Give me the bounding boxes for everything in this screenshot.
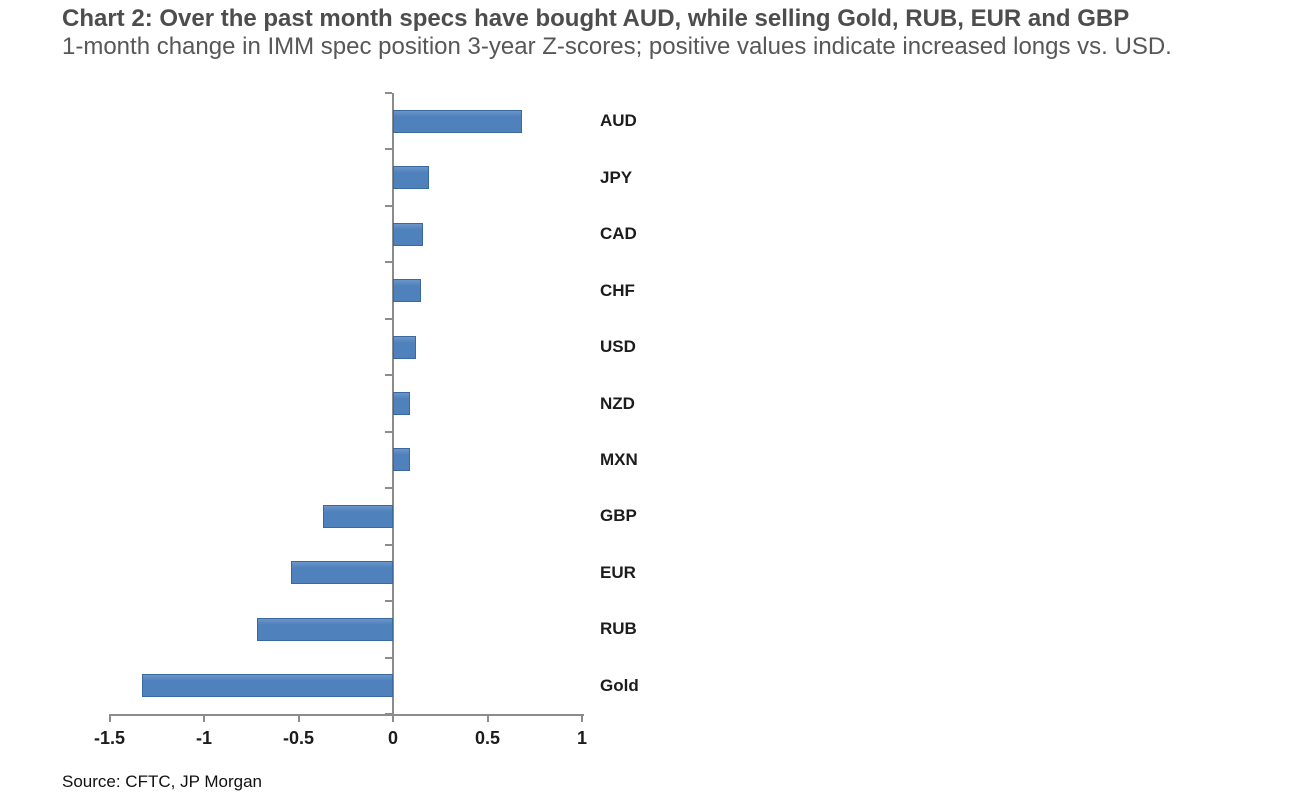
bar-gold: [141, 674, 393, 698]
x-tick-label: -1.5: [93, 728, 126, 748]
y-axis-tick: [385, 92, 392, 94]
bar-jpy: [393, 166, 429, 190]
x-axis-tick: [297, 714, 300, 722]
x-axis-tick: [108, 714, 111, 722]
chart-title: Chart 2: Over the past month specs have …: [62, 5, 1130, 32]
chart-subtitle: 1-month change in IMM spec position 3-ye…: [62, 33, 1172, 60]
x-axis-tick: [486, 714, 489, 722]
x-tick-label: 1: [576, 728, 587, 748]
y-axis-tick: [385, 204, 392, 207]
x-axis-tick: [581, 714, 583, 722]
source-note: Source: CFTC, JP Morgan: [62, 772, 262, 791]
category-label-eur: EUR: [600, 562, 636, 582]
bar-cad: [393, 222, 424, 246]
category-label-jpy: JPY: [600, 167, 633, 187]
x-tick-label: 0: [387, 728, 398, 748]
x-tick-label: -0.5: [282, 728, 315, 748]
x-axis-tick: [392, 714, 394, 722]
bar-aud: [393, 109, 522, 133]
category-label-gbp: GBP: [600, 506, 637, 526]
category-label-gold: Gold: [600, 675, 639, 695]
y-axis-tick: [385, 487, 392, 490]
category-label-cad: CAD: [600, 224, 637, 244]
y-axis-tick: [385, 543, 392, 546]
category-label-aud: AUD: [600, 111, 637, 131]
x-tick-label: 0.5: [474, 728, 501, 748]
category-label-nzd: NZD: [600, 393, 635, 413]
y-axis-tick: [385, 317, 392, 320]
category-label-chf: CHF: [600, 280, 635, 300]
y-axis-tick: [385, 600, 392, 603]
x-tick-label: -1: [195, 728, 212, 748]
category-label-mxn: MXN: [600, 449, 638, 469]
bar-usd: [393, 335, 416, 359]
category-label-usd: USD: [600, 337, 636, 357]
y-axis-tick: [385, 261, 392, 264]
x-axis-tick: [203, 714, 205, 722]
bar-rub: [256, 617, 393, 641]
y-axis-tick: [385, 656, 392, 659]
bar-mxn: [393, 448, 410, 472]
bar-nzd: [393, 392, 410, 415]
y-axis-tick: [385, 430, 392, 433]
bar-eur: [290, 561, 393, 585]
bar-chf: [393, 279, 422, 303]
y-axis-tick: [385, 374, 392, 377]
x-axis-line: [109, 714, 584, 716]
y-axis-tick: [385, 148, 392, 151]
bar-gbp: [323, 504, 393, 528]
category-label-rub: RUB: [600, 619, 637, 639]
